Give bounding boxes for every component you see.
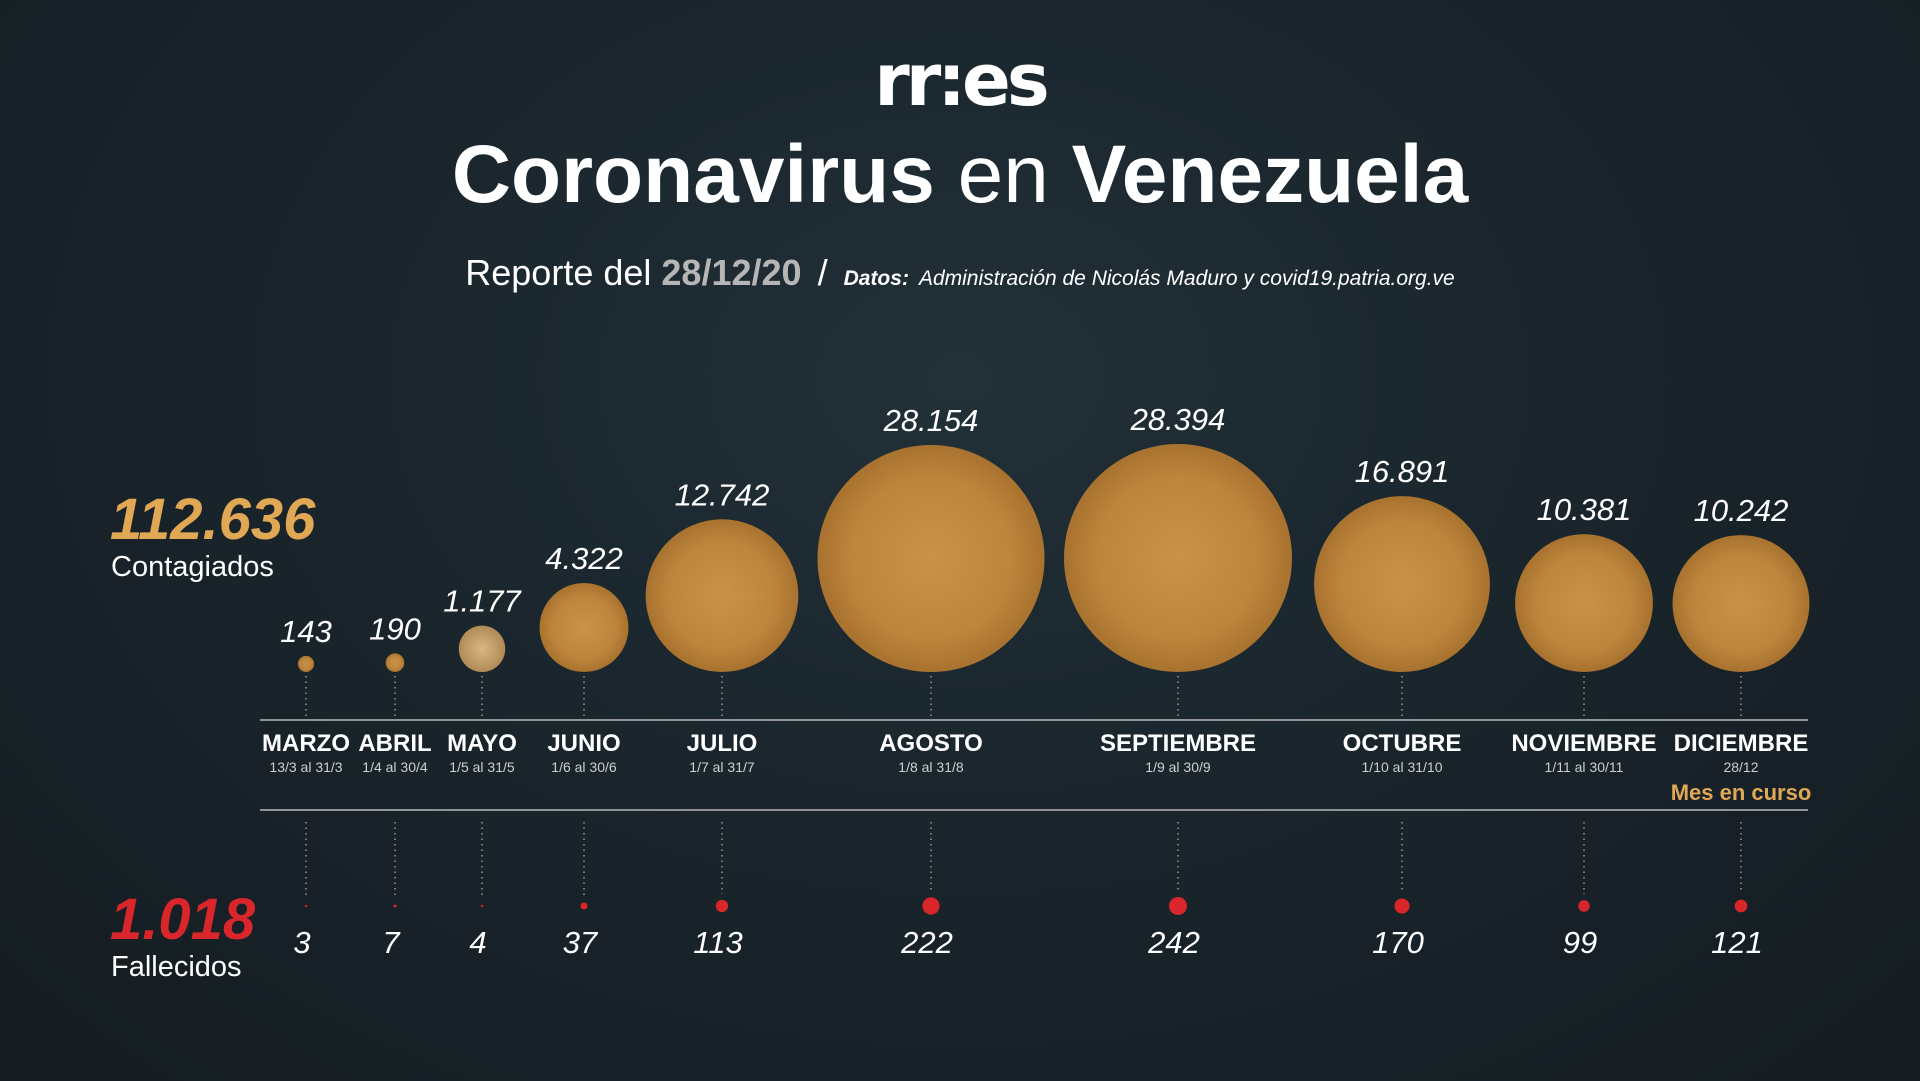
separator: / bbox=[817, 252, 828, 293]
month-date-range: 13/3 al 31/3 bbox=[269, 759, 342, 775]
bubble-value-label: 16.891 bbox=[1355, 454, 1450, 489]
death-value-label: 99 bbox=[1563, 925, 1597, 960]
bubble-contagiados bbox=[297, 655, 315, 672]
bubble-contagiados bbox=[1314, 496, 1490, 672]
bubble-value-label: 28.394 bbox=[1130, 402, 1226, 437]
month-date-range: 1/10 al 31/10 bbox=[1362, 759, 1443, 775]
death-dot bbox=[1169, 897, 1187, 915]
death-dot bbox=[580, 902, 588, 910]
source-label: Datos: bbox=[843, 267, 909, 290]
month-date-range: 1/6 al 30/6 bbox=[551, 759, 617, 775]
death-dot bbox=[922, 897, 940, 915]
total-fallecidos-label: Fallecidos bbox=[111, 951, 242, 983]
bubble-contagiados bbox=[458, 625, 506, 672]
total-contagiados-value: 112.636 bbox=[110, 487, 316, 552]
month-label: ABRIL bbox=[358, 730, 431, 757]
death-value-label: 113 bbox=[693, 925, 742, 960]
bubble-contagiados bbox=[817, 444, 1045, 672]
month-label: JUNIO bbox=[547, 730, 620, 757]
death-value-label: 121 bbox=[1711, 925, 1763, 960]
month-date-range: 1/11 al 30/11 bbox=[1545, 759, 1624, 775]
death-dot bbox=[393, 904, 397, 908]
death-dot bbox=[1394, 898, 1410, 914]
month-date-range: 1/8 al 31/8 bbox=[898, 759, 964, 775]
month-label: DICIEMBRE bbox=[1674, 730, 1809, 757]
bubble-value-label: 10.381 bbox=[1537, 492, 1632, 527]
death-value-label: 222 bbox=[900, 925, 953, 960]
month-date-range: 1/4 al 30/4 bbox=[362, 759, 428, 775]
death-value-label: 37 bbox=[563, 925, 599, 960]
death-dot bbox=[480, 904, 484, 908]
bubble-value-label: 190 bbox=[369, 611, 421, 646]
source-text: Administración de Nicolás Maduro y covid… bbox=[918, 267, 1455, 290]
month-date-range: 28/12 bbox=[1723, 759, 1758, 775]
month-date-range: 1/5 al 31/5 bbox=[449, 759, 515, 775]
bubble-value-label: 28.154 bbox=[883, 403, 979, 438]
death-dot bbox=[715, 899, 729, 913]
bubble-value-label: 12.742 bbox=[675, 477, 770, 512]
month-label: JULIO bbox=[687, 730, 758, 757]
title-part-3: Venezuela bbox=[1071, 129, 1469, 220]
bubble-contagiados bbox=[645, 519, 799, 672]
bubble-value-label: 1.177 bbox=[443, 584, 522, 619]
bubble-value-label: 4.322 bbox=[545, 541, 623, 576]
report-label: Reporte del bbox=[465, 252, 652, 293]
month-label: MARZO bbox=[262, 730, 350, 757]
bubble-contagiados bbox=[539, 583, 629, 672]
month-date-range: 1/9 al 30/9 bbox=[1145, 759, 1211, 775]
rres-logo: rr:es bbox=[874, 38, 1050, 122]
death-dot bbox=[304, 904, 308, 908]
bubble-contagiados bbox=[385, 653, 405, 672]
death-value-label: 170 bbox=[1372, 925, 1424, 960]
month-label: SEPTIEMBRE bbox=[1100, 730, 1256, 757]
title-part-2: en bbox=[957, 129, 1049, 220]
month-label: MAYO bbox=[447, 730, 517, 757]
subtitle: Reporte del 28/12/20 / Datos: Administra… bbox=[0, 252, 1920, 294]
bubble-contagiados bbox=[1672, 535, 1810, 672]
month-label: OCTUBRE bbox=[1343, 730, 1462, 757]
total-fallecidos-value: 1.018 bbox=[110, 887, 256, 952]
death-dot bbox=[1578, 900, 1590, 912]
page-title: Coronavirus en Venezuela bbox=[0, 134, 1920, 216]
death-value-label: 7 bbox=[382, 925, 401, 960]
bubble-contagiados bbox=[1064, 444, 1292, 672]
current-month-note: Mes en curso bbox=[1671, 780, 1812, 805]
death-value-label: 3 bbox=[293, 925, 310, 960]
total-contagiados-label: Contagiados bbox=[111, 551, 274, 583]
title-part-1: Coronavirus bbox=[451, 129, 935, 220]
death-dot bbox=[1734, 899, 1748, 913]
bubble-contagiados bbox=[1515, 534, 1653, 672]
bubble-value-label: 10.242 bbox=[1694, 493, 1789, 528]
month-label: NOVIEMBRE bbox=[1511, 730, 1656, 757]
bubble-value-label: 143 bbox=[280, 614, 332, 649]
month-label: AGOSTO bbox=[879, 730, 983, 757]
death-value-label: 242 bbox=[1147, 925, 1200, 960]
death-value-label: 4 bbox=[469, 925, 486, 960]
report-date: 28/12/20 bbox=[661, 252, 802, 293]
month-date-range: 1/7 al 31/7 bbox=[689, 759, 755, 775]
